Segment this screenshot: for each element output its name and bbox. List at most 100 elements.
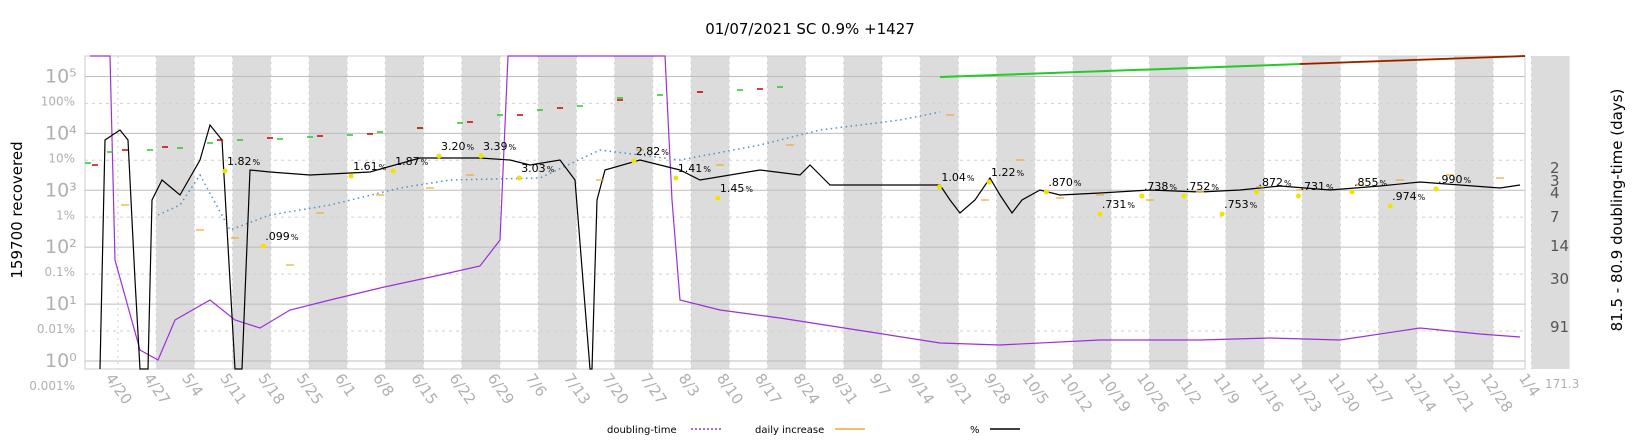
annotation-dot xyxy=(986,179,992,185)
percent-curve xyxy=(99,123,1521,370)
series-curves xyxy=(85,55,1526,370)
week-band xyxy=(920,56,959,369)
left-log-tick: 10⁵ xyxy=(45,65,77,87)
percent-annotation: 1.04% xyxy=(941,171,975,184)
percent-annotation: .099% xyxy=(265,230,299,243)
left-pct-tick: 1% xyxy=(56,208,75,222)
legend-label: doubling-time xyxy=(607,425,677,436)
left-log-tick: 10⁰ xyxy=(45,350,77,372)
week-band xyxy=(1302,56,1341,369)
right-tick: 91 xyxy=(1550,318,1569,336)
left-log-tick: 10¹ xyxy=(45,293,77,315)
right-tick: 30 xyxy=(1550,270,1569,288)
annotation-dot xyxy=(673,175,679,181)
week-band xyxy=(309,56,348,369)
percent-annotation: .974% xyxy=(1392,190,1426,203)
x-tick-label: 6/1 xyxy=(331,370,360,400)
week-band xyxy=(614,56,653,369)
percent-annotation: .872% xyxy=(1258,176,1292,189)
left-pct-tick: 0.001% xyxy=(29,379,75,393)
percent-annotation: 1.82% xyxy=(227,155,261,168)
x-tick-label: 11/23 xyxy=(1286,370,1326,416)
x-tick-label: 11/9 xyxy=(1210,370,1244,408)
right-tick: 7 xyxy=(1550,208,1560,226)
left-axis-title: 159700 recovered xyxy=(8,141,26,278)
annotation-dot xyxy=(1097,211,1103,217)
legend-label: % xyxy=(970,425,980,436)
week-band xyxy=(1225,56,1264,369)
week-band xyxy=(1073,56,1112,369)
percent-annotation: .731% xyxy=(1300,180,1334,193)
percent-annotation: .752% xyxy=(1186,180,1220,193)
annotation-dot xyxy=(936,184,942,190)
percent-annotation: .738% xyxy=(1144,180,1178,193)
percent-annotation: 1.61% xyxy=(353,160,387,173)
annotation-dot xyxy=(631,158,637,164)
x-tick-label: 8/10 xyxy=(713,370,747,408)
percent-annotation: .753% xyxy=(1224,198,1258,211)
week-band xyxy=(385,56,424,369)
x-tick-label: 8/17 xyxy=(751,370,785,408)
x-tick-label: 10/26 xyxy=(1133,370,1173,416)
percent-annotation: 3.03% xyxy=(521,162,555,175)
annotation-dot xyxy=(348,173,354,179)
week-band xyxy=(1378,56,1417,369)
annotation-dot xyxy=(516,175,522,181)
x-tick-label: 9/7 xyxy=(866,370,895,400)
percent-annotation: 1.41% xyxy=(678,162,712,175)
annotation-dot xyxy=(1387,203,1393,209)
week-band xyxy=(843,56,882,369)
grid-lines xyxy=(85,56,1532,369)
red-trend-line xyxy=(1299,55,1526,65)
x-tick-label: 8/24 xyxy=(789,370,823,408)
doubling-time-curve xyxy=(90,55,1521,361)
week-band xyxy=(461,56,500,369)
percent-annotation: 1.45% xyxy=(720,182,754,195)
right-axis-title: 81.5 - 80.9 doubling-time (days) xyxy=(1608,89,1626,332)
right-tick: 4 xyxy=(1550,184,1560,202)
x-tick-label: 4/27 xyxy=(140,370,174,408)
left-log-tick: 10² xyxy=(45,236,77,258)
right-tick: 2 xyxy=(1550,159,1560,177)
legend: doubling-time daily increase% xyxy=(607,425,1020,436)
percent-annotation: 1.87% xyxy=(395,155,429,168)
x-tick-label: 11/2 xyxy=(1171,370,1205,408)
x-tick-label: 12/21 xyxy=(1439,370,1479,416)
chart-title: 01/07/2021 SC 0.9% +1427 xyxy=(705,20,915,38)
x-tick-label: 9/28 xyxy=(980,370,1014,408)
annotation-dot xyxy=(1253,189,1259,195)
plot-frame xyxy=(84,55,1526,370)
annotation-dot xyxy=(1219,211,1225,217)
x-tick-label: 7/20 xyxy=(598,370,632,408)
x-tick-label: 10/19 xyxy=(1095,370,1135,416)
annotation-dot xyxy=(1295,193,1301,199)
annotation-dot xyxy=(222,168,228,174)
legend-label: daily increase xyxy=(755,425,824,436)
right-tick: 3 xyxy=(1550,172,1560,190)
x-tick-label: 12/28 xyxy=(1477,370,1517,416)
annotation-dot xyxy=(478,153,484,159)
week-band xyxy=(1531,56,1570,369)
x-tick-label: 5/4 xyxy=(178,370,207,400)
week-band xyxy=(232,56,271,369)
week-band xyxy=(996,56,1035,369)
annotation-dot xyxy=(260,243,266,249)
percent-annotation: 2.82% xyxy=(636,145,670,158)
x-tick-label: 7/6 xyxy=(522,370,551,400)
right-axis-ticks: 234 7 14 30 91 xyxy=(1550,159,1569,336)
x-tick-label: 6/15 xyxy=(407,370,441,408)
x-tick-label: 6/8 xyxy=(369,370,398,400)
right-tick: 14 xyxy=(1550,237,1569,255)
x-tick-label: 5/18 xyxy=(255,370,289,408)
x-tick-label: 9/21 xyxy=(942,370,976,408)
percent-annotation: .731% xyxy=(1102,198,1136,211)
week-band xyxy=(1455,56,1494,369)
left-pct-tick: 100% xyxy=(41,94,75,108)
left-pct-tick: 0.1% xyxy=(45,265,76,279)
week-band xyxy=(691,56,730,369)
left-axis-ticks: 10⁵ 10⁴ 10³ 10² 10¹ 10⁰ 100% 10% 1% 0.1% 0.01% 0.00… xyxy=(29,65,77,393)
percent-annotation: 3.39% xyxy=(483,140,517,153)
x-tick-label: 5/11 xyxy=(216,370,250,408)
percent-annotation: .990% xyxy=(1438,173,1472,186)
